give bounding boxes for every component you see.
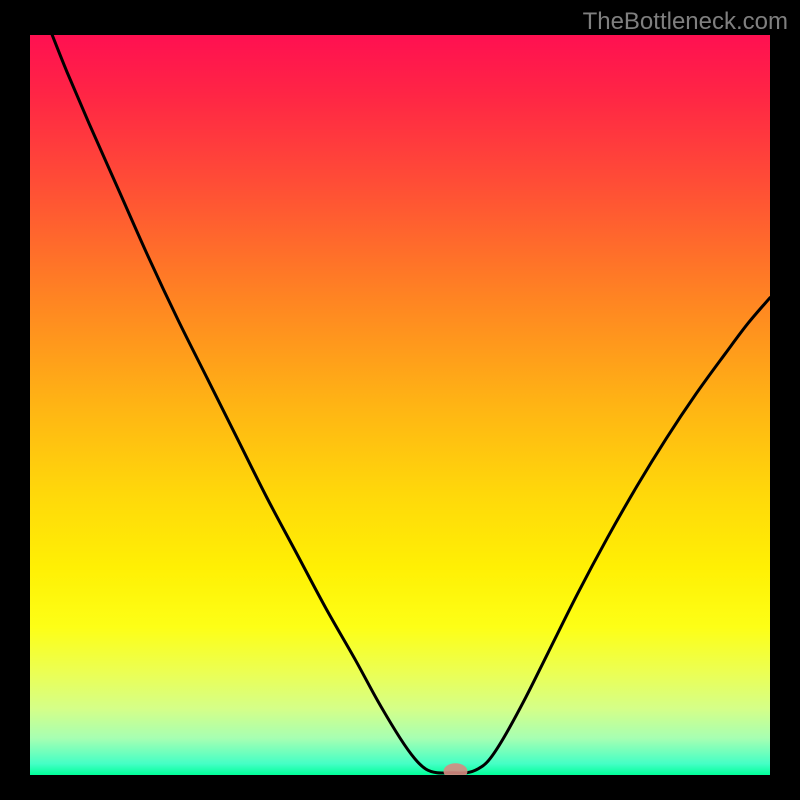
plot-background bbox=[30, 35, 770, 775]
chart-container: TheBottleneck.com bbox=[0, 0, 800, 800]
watermark-text: TheBottleneck.com bbox=[583, 8, 788, 36]
plot-area bbox=[30, 35, 770, 775]
